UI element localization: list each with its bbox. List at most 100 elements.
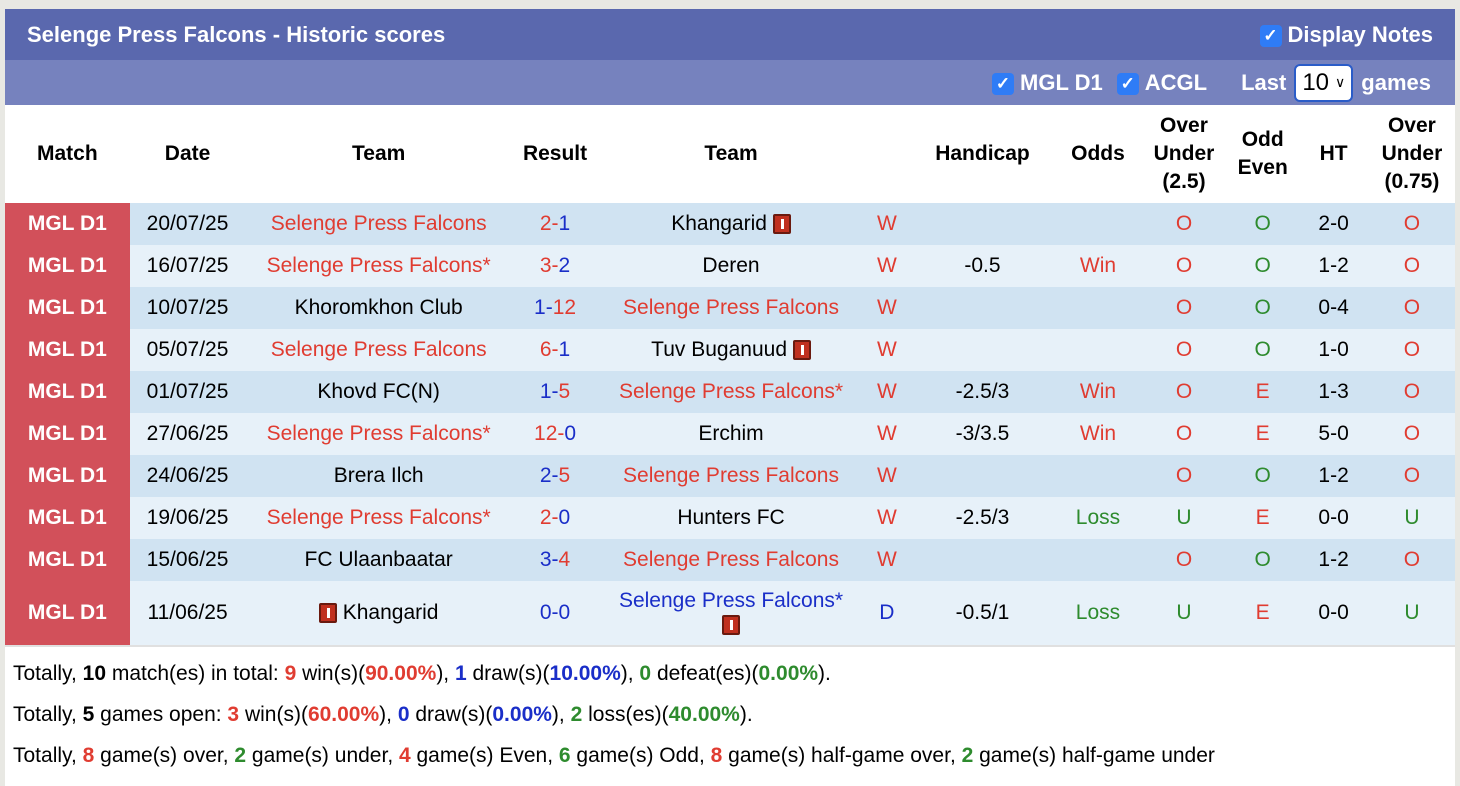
- table-row[interactable]: MGL D1 11/06/25 Khangarid 0-0 Selenge Press…: [5, 581, 1455, 645]
- home-team-name[interactable]: Khovd FC(N): [317, 380, 440, 403]
- away-team[interactable]: Selenge Press Falcons: [598, 455, 864, 497]
- odd-even-text: E: [1255, 601, 1270, 624]
- outcome-text: W: [876, 254, 897, 277]
- match-date-text: 19/06/25: [146, 506, 229, 529]
- display-notes-toggle[interactable]: ✓ Display Notes: [1259, 22, 1433, 48]
- match-date-text: 15/06/25: [146, 548, 229, 571]
- match-league-text: MGL D1: [27, 338, 107, 361]
- away-team-name[interactable]: Hunters FC: [677, 506, 785, 529]
- away-team-name[interactable]: Selenge Press Falcons*: [618, 589, 844, 612]
- home-team[interactable]: Khangarid: [245, 581, 512, 645]
- match-result[interactable]: 2-5: [511, 455, 599, 497]
- handicap: [909, 287, 1056, 329]
- home-score: 1: [539, 380, 552, 403]
- table-row[interactable]: MGL D1 01/07/25 Khovd FC(N) 1-5 Selenge Pres…: [5, 371, 1455, 413]
- home-team-name[interactable]: Khoromkhon Club: [294, 296, 463, 319]
- home-team[interactable]: Khoromkhon Club: [245, 287, 512, 329]
- away-team[interactable]: Hunters FC: [598, 497, 864, 539]
- match-league-text: MGL D1: [27, 601, 107, 624]
- checkbox-checked-icon[interactable]: ✓: [1259, 24, 1282, 47]
- match-date-text: 10/07/25: [146, 296, 229, 319]
- handicap: -0.5/1: [909, 581, 1056, 645]
- table-row[interactable]: MGL D1 19/06/25 Selenge Press Falcons* 2-0 H…: [5, 497, 1455, 539]
- half-time-score: 0-0: [1298, 497, 1369, 539]
- away-team-name[interactable]: Deren: [702, 254, 760, 277]
- match-result[interactable]: 1-12: [511, 287, 599, 329]
- handicap: -2.5/3: [909, 497, 1056, 539]
- home-team[interactable]: Khovd FC(N): [245, 371, 512, 413]
- odds-result: Loss: [1055, 581, 1141, 645]
- table-row[interactable]: MGL D1 15/06/25 FC Ulaanbaatar 3-4 Selenge P…: [5, 539, 1455, 581]
- away-team[interactable]: Deren: [598, 245, 864, 287]
- home-team-name[interactable]: Selenge Press Falcons*: [266, 422, 491, 445]
- away-team[interactable]: Erchim: [598, 413, 864, 455]
- summary-text: 2: [234, 744, 247, 767]
- home-team-name[interactable]: Selenge Press Falcons*: [266, 254, 491, 277]
- home-team-name[interactable]: Khangarid: [342, 601, 439, 624]
- odd-even: O: [1227, 539, 1299, 581]
- away-team[interactable]: Khangarid: [598, 203, 864, 245]
- table-row[interactable]: MGL D1 20/07/25 Selenge Press Falcons 2-1 Kh…: [5, 203, 1455, 245]
- home-team[interactable]: FC Ulaanbaatar: [245, 539, 512, 581]
- over-under-2-5: U: [1140, 497, 1228, 539]
- home-team-name[interactable]: Brera Ilch: [333, 464, 424, 487]
- home-team[interactable]: Selenge Press Falcons*: [245, 245, 512, 287]
- odds-result-text: Loss: [1075, 601, 1121, 624]
- home-team-name[interactable]: FC Ulaanbaatar: [304, 548, 453, 571]
- table-row[interactable]: MGL D1 10/07/25 Khoromkhon Club 1-12 Selenge…: [5, 287, 1455, 329]
- match-result[interactable]: 2-0: [511, 497, 599, 539]
- match-result[interactable]: 0-0: [511, 581, 599, 645]
- away-team-name[interactable]: Selenge Press Falcons*: [618, 380, 844, 403]
- table-row[interactable]: MGL D1 05/07/25 Selenge Press Falcons 6-1 Tu…: [5, 329, 1455, 371]
- away-score: 5: [558, 380, 571, 403]
- outcome: W: [863, 539, 910, 581]
- half-time-score-text: 1-2: [1318, 548, 1349, 571]
- filter-bar: ✓ MGL D1 ✓ ACGL Last 10 ∨ games: [5, 60, 1455, 105]
- outcome: W: [863, 287, 910, 329]
- match-result[interactable]: 3-4: [511, 539, 599, 581]
- away-team[interactable]: Tuv Buganuud: [598, 329, 864, 371]
- home-team-name[interactable]: Selenge Press Falcons: [270, 212, 487, 235]
- games-count-select[interactable]: 10 ∨: [1294, 63, 1354, 102]
- away-team[interactable]: Selenge Press Falcons: [598, 287, 864, 329]
- table-row[interactable]: MGL D1 16/07/25 Selenge Press Falcons* 3-2 D…: [5, 245, 1455, 287]
- match-league-text: MGL D1: [27, 548, 107, 571]
- home-team[interactable]: Selenge Press Falcons*: [245, 413, 512, 455]
- away-team-name[interactable]: Khangarid: [671, 212, 767, 235]
- half-time-score: 2-0: [1298, 203, 1369, 245]
- home-team-name[interactable]: Selenge Press Falcons: [270, 338, 487, 361]
- away-team[interactable]: Selenge Press Falcons*: [598, 371, 864, 413]
- home-team[interactable]: Brera Ilch: [245, 455, 512, 497]
- match-date: 11/06/25: [129, 581, 246, 645]
- checkbox-checked-icon[interactable]: ✓: [1116, 72, 1139, 95]
- match-result[interactable]: 2-1: [511, 203, 599, 245]
- home-team[interactable]: Selenge Press Falcons: [245, 203, 512, 245]
- match-result[interactable]: 1-5: [511, 371, 599, 413]
- away-team-name[interactable]: Selenge Press Falcons: [623, 464, 839, 487]
- table-row[interactable]: MGL D1 27/06/25 Selenge Press Falcons* 12-0…: [5, 413, 1455, 455]
- away-team[interactable]: Selenge Press Falcons: [598, 539, 864, 581]
- home-score: 2: [539, 212, 552, 235]
- home-team-name[interactable]: Selenge Press Falcons*: [266, 506, 491, 529]
- filter-mgl-d1[interactable]: ✓ MGL D1: [992, 70, 1103, 96]
- table-row[interactable]: MGL D1 24/06/25 Brera Ilch 2-5 Selenge Press…: [5, 455, 1455, 497]
- filter-acgl[interactable]: ✓ ACGL: [1116, 70, 1207, 96]
- match-result[interactable]: 6-1: [511, 329, 599, 371]
- match-result[interactable]: 3-2: [511, 245, 599, 287]
- home-team[interactable]: Selenge Press Falcons: [245, 329, 512, 371]
- summary-text: win(s)(: [296, 662, 366, 685]
- match-league-text: MGL D1: [27, 380, 107, 403]
- over-under-2-5-text: O: [1175, 548, 1193, 571]
- match-result[interactable]: 12-0: [511, 413, 599, 455]
- over-under-2-5: O: [1140, 455, 1228, 497]
- summary-text: win(s)(: [239, 703, 308, 726]
- away-team-name[interactable]: Selenge Press Falcons: [623, 548, 839, 571]
- away-team-name[interactable]: Tuv Buganuud: [651, 338, 787, 361]
- away-team[interactable]: Selenge Press Falcons*: [598, 581, 864, 645]
- away-team-name[interactable]: Selenge Press Falcons: [623, 296, 839, 319]
- home-team[interactable]: Selenge Press Falcons*: [245, 497, 512, 539]
- odds-result: [1055, 287, 1141, 329]
- away-team-name[interactable]: Erchim: [698, 422, 764, 445]
- match-date: 16/07/25: [129, 245, 246, 287]
- checkbox-checked-icon[interactable]: ✓: [992, 72, 1015, 95]
